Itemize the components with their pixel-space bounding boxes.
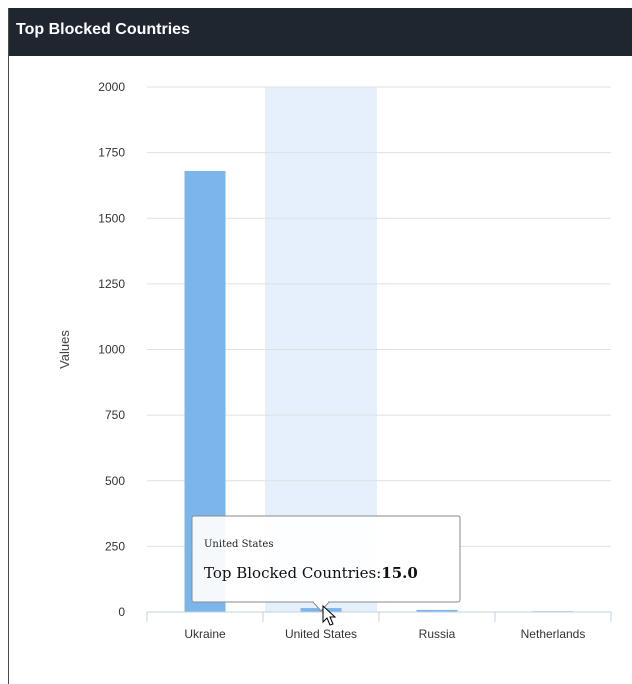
tooltip-box	[191, 515, 461, 603]
tooltip-series-label: Top Blocked Countries:	[204, 564, 381, 582]
panel-header: Top Blocked Countries	[9, 8, 632, 56]
y-tick-label: 1750	[98, 146, 125, 160]
y-tick-label: 750	[105, 408, 125, 422]
y-tick-label: 1500	[98, 211, 125, 225]
x-tick-label: United States	[285, 627, 357, 641]
x-tick-label: Russia	[419, 627, 456, 641]
y-tick-label: 250	[105, 539, 125, 553]
bar-chart[interactable]: 0 250 500 750 1000 1250 1500 1750 2000 Values Ukra…	[9, 8, 632, 684]
x-tick-label: Netherlands	[521, 627, 586, 641]
y-tick-label: 0	[118, 605, 125, 619]
mouse-cursor-icon	[322, 604, 337, 626]
tooltip: United States Top Blocked Countries:15.0	[191, 515, 461, 612]
y-tick-label: 500	[105, 474, 125, 488]
y-axis-title: Values	[57, 330, 72, 369]
x-tick-label: Ukraine	[184, 627, 226, 641]
panel-title: Top Blocked Countries	[16, 21, 190, 38]
tooltip-value: 15.0	[381, 564, 418, 582]
y-tick-label: 1250	[98, 277, 125, 291]
tooltip-category: United States	[204, 539, 273, 550]
y-tick-label: 1000	[98, 343, 125, 357]
cursor-arrow	[322, 604, 337, 626]
tooltip-value-line: Top Blocked Countries:15.0	[204, 564, 418, 582]
y-tick-label: 2000	[98, 80, 125, 94]
top-blocked-countries-panel: Top Blocked Countries 0 250 500 750 1000 1250…	[8, 8, 632, 684]
bar-russia[interactable]	[416, 609, 458, 612]
